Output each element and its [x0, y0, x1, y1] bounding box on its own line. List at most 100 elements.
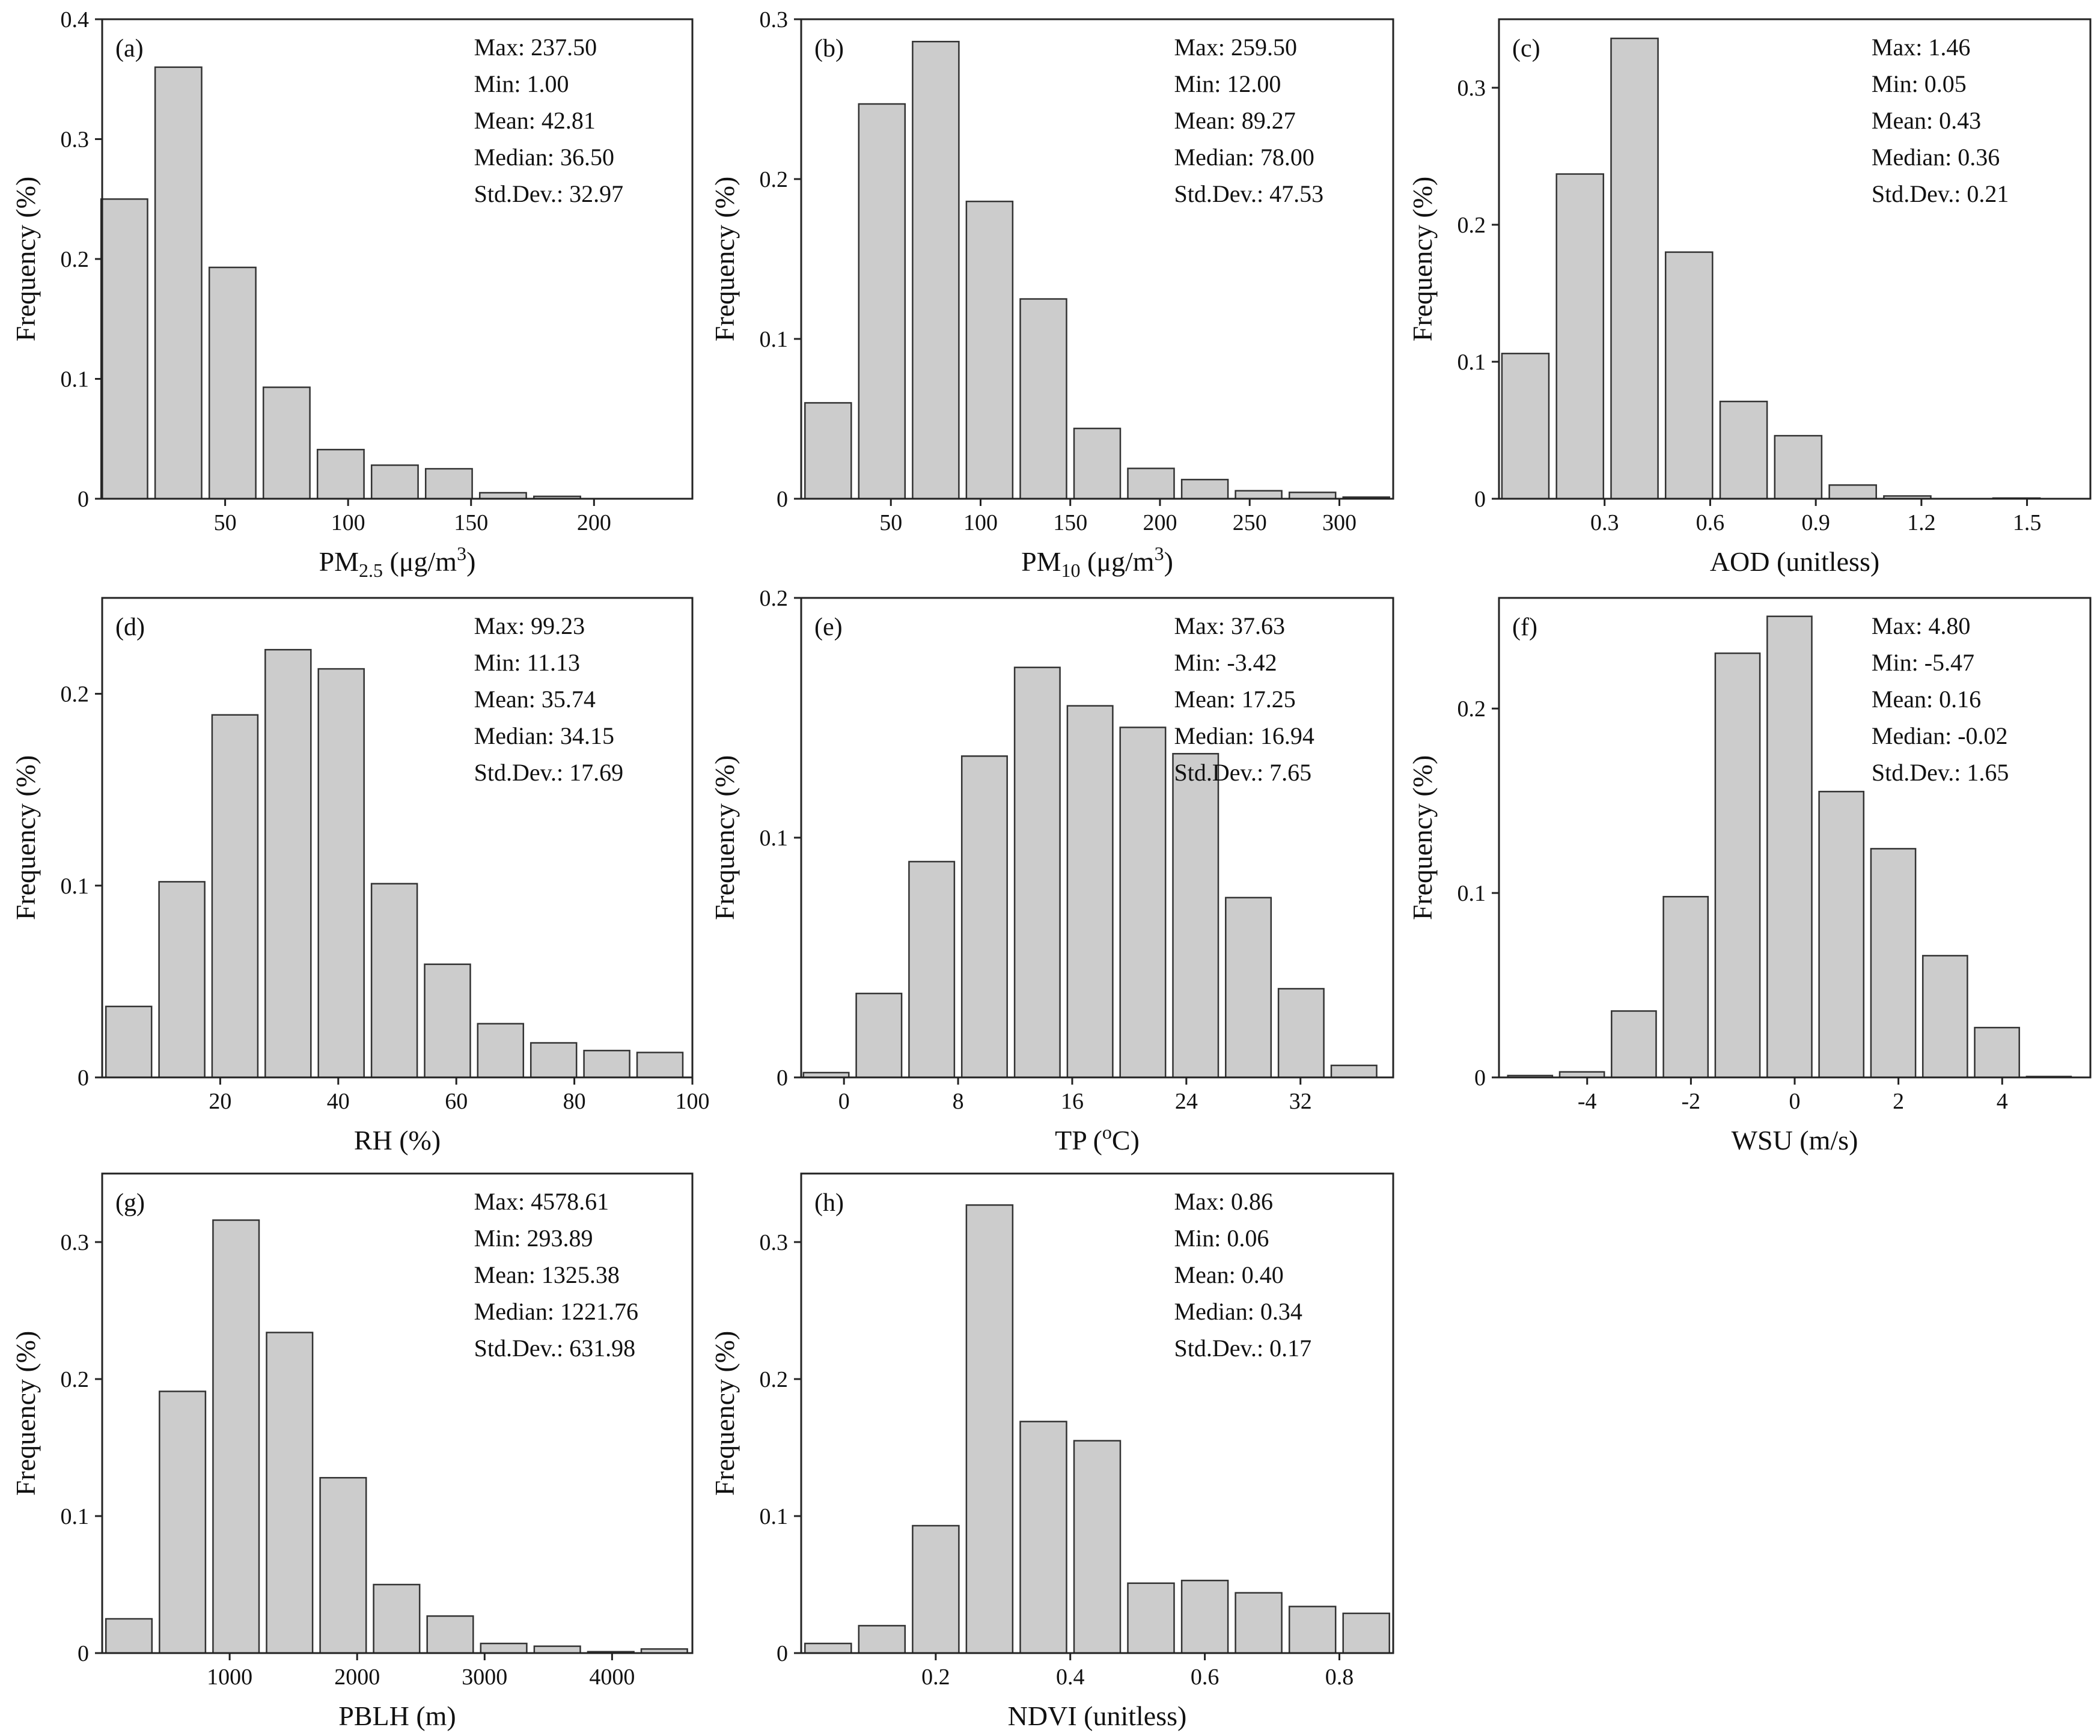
panel-label-b: (b)	[814, 35, 844, 62]
bar-g-2	[212, 1219, 260, 1654]
bar-d-2	[211, 714, 259, 1079]
bar-h-6	[1127, 1582, 1175, 1654]
bar-d-6	[424, 963, 471, 1079]
x-axis-label-main-h: NDVI (unitless)	[1008, 1701, 1187, 1731]
bar-f-4	[1714, 652, 1761, 1079]
x-tick-label-a-1: 100	[331, 510, 365, 535]
bar-e-2	[908, 860, 956, 1079]
x-axis-label-post-b: )	[1164, 546, 1173, 577]
stat-line-f-1: Min: -5.47	[1872, 649, 1974, 676]
y-tick-label-f-1: 0.1	[1457, 881, 1486, 906]
bar-c-3	[1664, 251, 1714, 500]
plot-frame-b	[800, 18, 1394, 500]
x-tick-label-b-0: 50	[879, 510, 902, 535]
x-tick-label-d-3: 80	[563, 1089, 586, 1114]
bar-b-3	[965, 200, 1014, 500]
panel-label-f: (f)	[1512, 614, 1537, 641]
bar-g-5	[373, 1583, 421, 1654]
bar-d-5	[370, 883, 418, 1079]
bar-f-2	[1611, 1010, 1657, 1079]
bar-h-5	[1073, 1440, 1122, 1654]
x-tick-label-g-0: 1000	[207, 1664, 252, 1690]
bar-g-8	[533, 1645, 581, 1654]
x-axis-label-sub-a: 2.5	[359, 559, 383, 581]
stat-line-h-0: Max: 0.86	[1174, 1188, 1273, 1215]
x-tick-label-c-0: 0.3	[1590, 510, 1619, 535]
x-axis-label-post-e: C)	[1112, 1125, 1140, 1156]
bar-f-8	[1921, 955, 1968, 1079]
bar-b-6	[1127, 468, 1175, 500]
bar-g-3	[266, 1332, 314, 1654]
stat-line-g-2: Mean: 1325.38	[474, 1261, 620, 1288]
panel-label-c: (c)	[1512, 35, 1540, 62]
plot-frame-g	[101, 1172, 694, 1654]
bar-c-4	[1719, 400, 1768, 500]
stat-line-d-2: Mean: 35.74	[474, 686, 596, 713]
x-axis-label-e: TP (oC)	[1055, 1121, 1140, 1156]
x-tick-label-a-3: 200	[577, 510, 611, 535]
panel-c: 0.3 0.6 0.9 1.2 1.5 0 0.1 0.2 0.3 Frequency (%) AO…	[1407, 18, 2092, 577]
x-axis-label-units-a: (μg/m	[383, 546, 457, 577]
y-axis-label-c: Frequency (%)	[1407, 177, 1438, 342]
x-axis-label-sub-b: 10	[1061, 559, 1081, 581]
x-axis-label-main-c: AOD (unitless)	[1710, 546, 1879, 577]
y-tick-label-a-1: 0.1	[61, 367, 90, 392]
stat-line-c-3: Median: 0.36	[1872, 144, 2000, 171]
panel-b: 50 100 150 200 250 300 0 0.1 0.2 0.3 Frequency (%)…	[709, 7, 1394, 581]
x-axis-label-main-e: TP (	[1055, 1125, 1102, 1156]
x-tick-label-d-1: 40	[327, 1089, 350, 1114]
bar-d-4	[317, 668, 365, 1079]
x-tick-label-c-2: 0.9	[1801, 510, 1830, 535]
bar-g-1	[159, 1390, 207, 1654]
stat-line-d-0: Max: 99.23	[474, 612, 585, 639]
bar-c-1	[1555, 173, 1605, 500]
x-tick-label-e-4: 32	[1289, 1089, 1312, 1114]
y-axis-label-g: Frequency (%)	[10, 1331, 41, 1496]
panel-a: 50 100 150 200 0 0.1 0.2 0.3 0.4 Frequency (%) PM2…	[10, 7, 694, 581]
bar-d-8	[530, 1042, 578, 1079]
y-axis-label-d: Frequency (%)	[10, 755, 41, 921]
panel-f: -4 -2 0 2 4 0 0.1 0.2 Frequency (%) WSU (m/s) (f) M…	[1407, 597, 2092, 1156]
x-tick-label-a-2: 150	[454, 510, 488, 535]
stat-line-a-1: Min: 1.00	[474, 70, 569, 97]
x-tick-label-g-2: 3000	[462, 1664, 507, 1690]
stat-line-b-4: Std.Dev.: 47.53	[1174, 180, 1324, 207]
x-tick-label-f-4: 4	[1997, 1089, 2008, 1114]
y-tick-label-g-0: 0	[78, 1641, 89, 1666]
x-tick-label-h-1: 0.4	[1056, 1664, 1085, 1690]
bar-b-2	[912, 40, 960, 500]
y-tick-label-g-1: 0.1	[61, 1504, 90, 1529]
bar-d-1	[158, 881, 206, 1079]
stat-line-h-1: Min: 0.06	[1174, 1225, 1269, 1252]
bar-e-9	[1277, 988, 1325, 1079]
bar-d-9	[583, 1050, 630, 1079]
x-tick-label-e-0: 0	[838, 1089, 850, 1114]
x-axis-label-main-f: WSU (m/s)	[1732, 1125, 1858, 1156]
bar-d-7	[477, 1023, 525, 1079]
panel-label-g: (g)	[115, 1189, 145, 1217]
stat-line-g-0: Max: 4578.61	[474, 1188, 609, 1215]
stat-line-a-0: Max: 237.50	[474, 34, 597, 61]
stat-line-h-2: Mean: 0.40	[1174, 1261, 1284, 1288]
bar-g-0	[105, 1618, 153, 1654]
y-tick-label-b-0: 0	[777, 487, 788, 512]
stat-line-c-4: Std.Dev.: 0.21	[1872, 180, 2009, 207]
bar-g-7	[480, 1642, 528, 1654]
x-axis-label-main-g: PBLH (m)	[338, 1701, 456, 1731]
x-tick-label-b-1: 100	[963, 510, 998, 535]
x-axis-label-c: AOD (unitless)	[1710, 546, 1879, 577]
y-tick-label-d-2: 0.2	[61, 682, 90, 707]
y-axis-label-f: Frequency (%)	[1407, 755, 1438, 921]
y-tick-label-b-3: 0.3	[760, 7, 789, 32]
stat-line-c-1: Min: 0.05	[1872, 70, 1967, 97]
stat-line-b-3: Median: 78.00	[1174, 144, 1314, 171]
y-tick-label-a-3: 0.3	[61, 127, 90, 153]
x-tick-label-b-5: 300	[1322, 510, 1357, 535]
stat-line-e-0: Max: 37.63	[1174, 612, 1285, 639]
bar-a-2	[208, 266, 257, 500]
bar-h-2	[912, 1524, 960, 1654]
panel-d: 20 40 60 80 100 0 0.1 0.2 Frequency (%) RH (%) (d)…	[10, 597, 710, 1156]
y-tick-label-f-2: 0.2	[1457, 696, 1486, 722]
bar-b-7	[1180, 478, 1229, 500]
